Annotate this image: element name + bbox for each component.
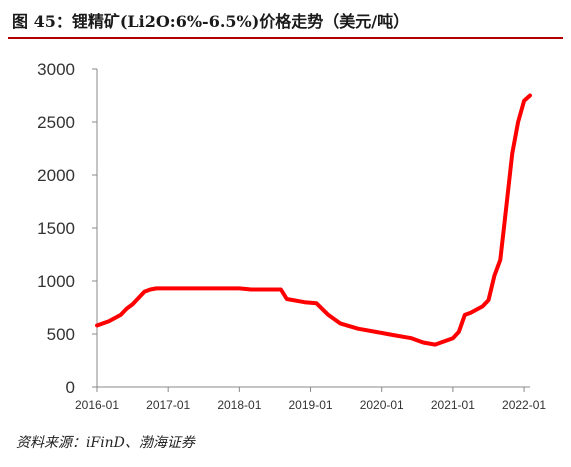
figure-title: 图 45：锂精矿(Li2O:6%-6.5%)价格走势（美元/吨） [12,12,410,31]
x-tick-label: 2016-01 [75,398,119,412]
y-tick-label: 1000 [37,272,75,291]
source-note: 资料来源：iFinD、渤海证券 [16,435,195,451]
x-tick-label: 2019-01 [289,398,333,412]
chart-axes [96,69,530,388]
y-tick-label: 3000 [37,60,75,79]
x-tick-label: 2018-01 [217,398,261,412]
x-tick-label: 2017-01 [146,398,190,412]
x-axis-ticks: 2016-01 2017-01 2018-01 2019-01 2020-01 2021-… [75,387,546,412]
title-rule [8,37,563,39]
x-tick-label: 2022-01 [502,398,546,412]
series-line-0 [95,93,532,347]
x-tick-label: 2021-01 [431,398,475,412]
chart-series [95,93,532,347]
y-tick-label: 1500 [37,219,75,238]
y-tick-label: 2000 [37,166,75,185]
y-tick-label: 2500 [37,113,75,132]
y-tick-label: 500 [47,325,75,344]
y-axis-ticks: 0 500 1000 1500 2000 2500 3000 [37,60,97,397]
x-tick-label: 2020-01 [360,398,404,412]
y-tick-label: 0 [66,378,75,397]
